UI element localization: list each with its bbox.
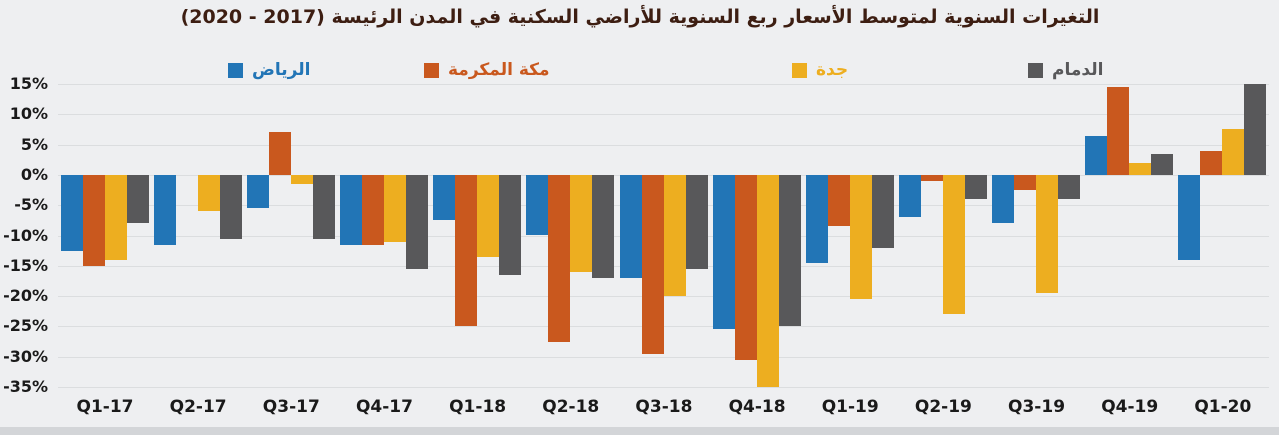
legend-item-makkah: مكة المكرمة <box>424 57 550 83</box>
bar-riyadh-Q1-18 <box>433 174 456 221</box>
bar-jeddah-Q2-17 <box>197 174 220 212</box>
bar-riyadh-Q1-20 <box>1178 174 1201 260</box>
x-axis-label-Q4-19: Q4-19 <box>1101 397 1159 417</box>
x-axis-label-Q3-18: Q3-18 <box>635 397 693 417</box>
bar-makkah-Q4-17 <box>362 174 385 245</box>
bar-dammam-Q1-18 <box>499 174 522 275</box>
legend-label-makkah: مكة المكرمة <box>448 60 550 80</box>
bar-jeddah-Q4-17 <box>384 174 407 242</box>
y-axis-label: 0% <box>20 164 48 184</box>
bar-riyadh-Q2-19 <box>898 174 921 218</box>
bar-riyadh-Q1-17 <box>60 174 83 251</box>
y-axis-label: -30% <box>3 346 48 366</box>
bar-makkah-Q1-20 <box>1200 150 1223 175</box>
bar-dammam-Q3-19 <box>1058 174 1081 200</box>
bar-jeddah-Q2-18 <box>570 174 593 272</box>
bar-jeddah-Q3-19 <box>1036 174 1059 294</box>
x-axis-label-Q3-19: Q3-19 <box>1008 397 1066 417</box>
bar-jeddah-Q1-18 <box>477 174 500 257</box>
bar-dammam-Q4-17 <box>406 174 429 269</box>
bar-jeddah-Q3-17 <box>290 174 313 184</box>
bar-makkah-Q2-19 <box>920 174 943 181</box>
legend-label-jeddah: جدة <box>816 60 849 80</box>
bar-makkah-Q4-19 <box>1107 87 1130 175</box>
gridline--20% <box>58 296 1269 298</box>
y-axis-label: -5% <box>14 195 48 215</box>
bar-jeddah-Q1-20 <box>1222 129 1245 175</box>
y-axis-label: -15% <box>3 255 48 275</box>
y-axis-label: -10% <box>3 225 48 245</box>
bar-dammam-Q3-18 <box>685 174 708 269</box>
bar-jeddah-Q2-19 <box>942 174 965 315</box>
bar-riyadh-Q3-19 <box>992 174 1015 224</box>
bar-dammam-Q2-19 <box>964 174 987 200</box>
y-axis-label: -35% <box>3 377 48 396</box>
x-axis-label-Q1-18: Q1-18 <box>449 397 507 417</box>
x-axis-label-Q2-17: Q2-17 <box>169 397 227 417</box>
bar-makkah-Q3-19 <box>1014 174 1037 191</box>
bar-riyadh-Q4-19 <box>1085 135 1108 175</box>
legend-item-riyadh: الرياض <box>228 57 310 83</box>
chart-title: التغيرات السنوية لمتوسط الأسعار ربع السن… <box>180 6 1100 28</box>
gridline-15% <box>58 84 1269 85</box>
gridline--30% <box>58 356 1269 358</box>
y-axis-label: -20% <box>3 286 48 306</box>
bar-makkah-Q3-18 <box>641 174 664 354</box>
gridline--35% <box>58 387 1269 388</box>
y-axis-label: 15% <box>9 74 48 93</box>
bar-dammam-Q4-18 <box>778 174 801 327</box>
x-axis-label-Q4-18: Q4-18 <box>728 397 786 417</box>
bar-dammam-Q4-19 <box>1151 153 1174 175</box>
bar-riyadh-Q2-17 <box>153 174 176 245</box>
y-axis-label: 10% <box>9 104 48 124</box>
bar-riyadh-Q4-17 <box>340 174 363 245</box>
bar-makkah-Q4-18 <box>734 174 757 360</box>
bar-jeddah-Q4-18 <box>756 174 779 387</box>
bar-riyadh-Q3-18 <box>619 174 642 278</box>
bar-makkah-Q3-17 <box>268 132 291 175</box>
gridline-10% <box>58 114 1269 116</box>
x-axis-label-Q4-17: Q4-17 <box>355 397 413 417</box>
bar-riyadh-Q1-19 <box>805 174 828 263</box>
x-axis-label-Q1-17: Q1-17 <box>76 397 134 417</box>
bar-makkah-Q2-18 <box>548 174 571 342</box>
bar-dammam-Q3-17 <box>312 174 335 239</box>
bar-dammam-Q2-17 <box>219 174 242 239</box>
bar-dammam-Q1-17 <box>126 174 149 224</box>
x-axis-label-Q3-17: Q3-17 <box>262 397 320 417</box>
legend-label-riyadh: الرياض <box>252 60 311 80</box>
bar-riyadh-Q3-17 <box>246 174 269 209</box>
bar-makkah-Q1-17 <box>82 174 105 266</box>
bar-riyadh-Q4-18 <box>712 174 735 330</box>
legend-marker-riyadh-icon <box>228 62 243 78</box>
y-axis-label: 5% <box>20 134 48 154</box>
bar-dammam-Q2-18 <box>592 174 615 278</box>
x-axis-label-Q2-19: Q2-19 <box>914 397 972 417</box>
bar-dammam-Q1-19 <box>871 174 894 248</box>
y-axis-label: -25% <box>3 316 48 336</box>
legend-marker-dammam-icon <box>1028 62 1043 78</box>
bar-makkah-Q1-18 <box>455 174 478 327</box>
bar-makkah-Q1-19 <box>827 174 850 227</box>
bottom-strip <box>0 427 1279 435</box>
bar-riyadh-Q2-18 <box>526 174 549 236</box>
x-axis-label-Q2-18: Q2-18 <box>542 397 600 417</box>
bar-jeddah-Q1-17 <box>104 174 127 260</box>
x-axis-label-Q1-20: Q1-20 <box>1194 397 1252 417</box>
legend-item-dammam: الدمام <box>1028 57 1103 83</box>
bar-dammam-Q1-20 <box>1244 84 1267 175</box>
legend-label-dammam: الدمام <box>1052 60 1104 80</box>
x-axis-label-Q1-19: Q1-19 <box>821 397 879 417</box>
bar-jeddah-Q4-19 <box>1129 162 1152 175</box>
legend-marker-jeddah-icon <box>792 62 807 78</box>
bar-jeddah-Q1-19 <box>849 174 872 300</box>
legend-item-jeddah: جدة <box>792 57 848 83</box>
gridline-5% <box>58 144 1269 146</box>
gridline--25% <box>58 326 1269 328</box>
legend-marker-makkah-icon <box>424 62 439 78</box>
bar-jeddah-Q3-18 <box>663 174 686 297</box>
